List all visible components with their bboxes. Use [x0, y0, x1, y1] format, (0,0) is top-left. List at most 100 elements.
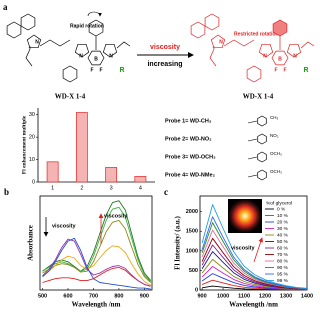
spectrum-line: [42, 238, 151, 287]
spectrum-line: [42, 219, 152, 283]
legend-title: %of glycerol: [266, 200, 292, 206]
atom-label: N: [293, 53, 297, 59]
ring: [286, 43, 302, 58]
legend-label: 95 %: [277, 271, 289, 277]
legend-label: 20 %: [277, 219, 289, 225]
probe-label: Probe 1= WD-CH₃: [165, 118, 212, 124]
atom-label: N: [109, 53, 113, 59]
ring: [74, 43, 90, 58]
ring: [87, 50, 105, 66]
y-axis-label: Absorbance: [27, 225, 35, 261]
y-tick-label: 0: [195, 287, 198, 293]
probe-label: Probe 4= WD-NMe₂: [165, 172, 216, 178]
x-tick-label: 900: [140, 293, 149, 299]
ring: [271, 50, 289, 66]
rotation-note: Rapid rotation: [70, 23, 104, 29]
bond: [116, 41, 131, 49]
annotation: viscosity: [231, 245, 255, 251]
bond: [247, 156, 258, 160]
ring: [258, 43, 274, 58]
group-label: CH₃: [270, 115, 278, 120]
x-tick-label: 900: [198, 293, 207, 299]
group-label: OCH₃: [270, 151, 282, 156]
ring: [20, 13, 36, 31]
y-tick-label: 1500: [186, 229, 198, 235]
annotation: viscosity: [52, 223, 76, 229]
ring: [62, 65, 78, 83]
ring: [257, 151, 267, 163]
x-axis-label: Wavelength /nm: [229, 301, 278, 309]
legend-label: 99 %: [277, 278, 289, 284]
panel-label: a: [3, 2, 8, 12]
y-tick-label: 10: [29, 157, 35, 163]
group-label: NO₂: [270, 133, 279, 138]
bar: [46, 161, 59, 183]
x-tick-label: 3: [110, 185, 113, 191]
y-tick-label: 2000: [186, 209, 198, 215]
ring: [26, 34, 42, 49]
ring: [204, 13, 220, 31]
atom-label: F: [283, 67, 286, 73]
atom-label: +: [213, 45, 216, 51]
x-tick-label: 1300: [280, 293, 292, 299]
y-tick-label: 500: [189, 268, 198, 274]
x-tick-label: 1400: [301, 293, 313, 299]
group-label: OCH₃: [270, 169, 282, 174]
arrow-label: increasing: [147, 61, 182, 68]
bond: [300, 41, 315, 49]
rotation-arrow: [87, 11, 102, 17]
atom-label: N: [79, 53, 83, 59]
bond: [209, 48, 217, 67]
ring: [210, 34, 226, 49]
bond: [39, 39, 71, 47]
bar: [134, 176, 147, 183]
bond: [25, 48, 33, 67]
spectrum-line: [42, 245, 151, 286]
atom-label: F: [90, 67, 93, 73]
spectrum-line: [42, 200, 152, 281]
inset-photo: [228, 199, 262, 233]
legend-label: 70 %: [277, 252, 289, 258]
bar: [105, 167, 118, 183]
ring: [257, 133, 267, 145]
bond: [247, 120, 258, 124]
ring: [102, 43, 118, 58]
x-tick-label: 1100: [238, 293, 250, 299]
bar: [75, 112, 88, 183]
y-tick-label: 20: [29, 135, 35, 141]
atom-label: R: [303, 67, 308, 74]
x-tick-label: 600: [63, 293, 72, 299]
plot-frame: [199, 195, 308, 291]
atom-label: +: [29, 45, 32, 51]
x-tick-label: 800: [114, 293, 123, 299]
arrow-label: viscosity: [150, 44, 180, 51]
ring: [257, 115, 267, 127]
spectrum-line: [42, 266, 151, 287]
ring: [190, 21, 206, 39]
spectrum-line: [201, 216, 308, 290]
ring: [257, 169, 267, 181]
atom-label: F: [99, 67, 102, 73]
y-tick-label: 1000: [186, 248, 198, 254]
x-tick-label: 1200: [259, 293, 271, 299]
atom-label: B: [278, 56, 282, 62]
x-tick-label: 700: [89, 293, 98, 299]
x-tick-label: 1000: [217, 293, 229, 299]
legend-label: 90 %: [277, 265, 289, 271]
x-axis-label: Wavelength /nm: [72, 301, 121, 309]
ring: [246, 65, 262, 83]
annotation: viscosity: [104, 213, 128, 219]
atom-label: N: [263, 53, 267, 59]
ring: [6, 21, 22, 39]
compound-label: WD-X 1-4: [243, 93, 274, 101]
bond: [223, 39, 255, 47]
y-axis-label: Fl enhancement multiple: [21, 115, 27, 174]
spectrum-line: [201, 204, 308, 289]
atom-label: F: [274, 67, 277, 73]
y-tick-label: 0: [32, 179, 35, 185]
annotation-arrow: [253, 237, 264, 263]
plot-frame: [39, 195, 153, 291]
probe-label: Probe 2= WD-NO₂: [165, 136, 212, 142]
